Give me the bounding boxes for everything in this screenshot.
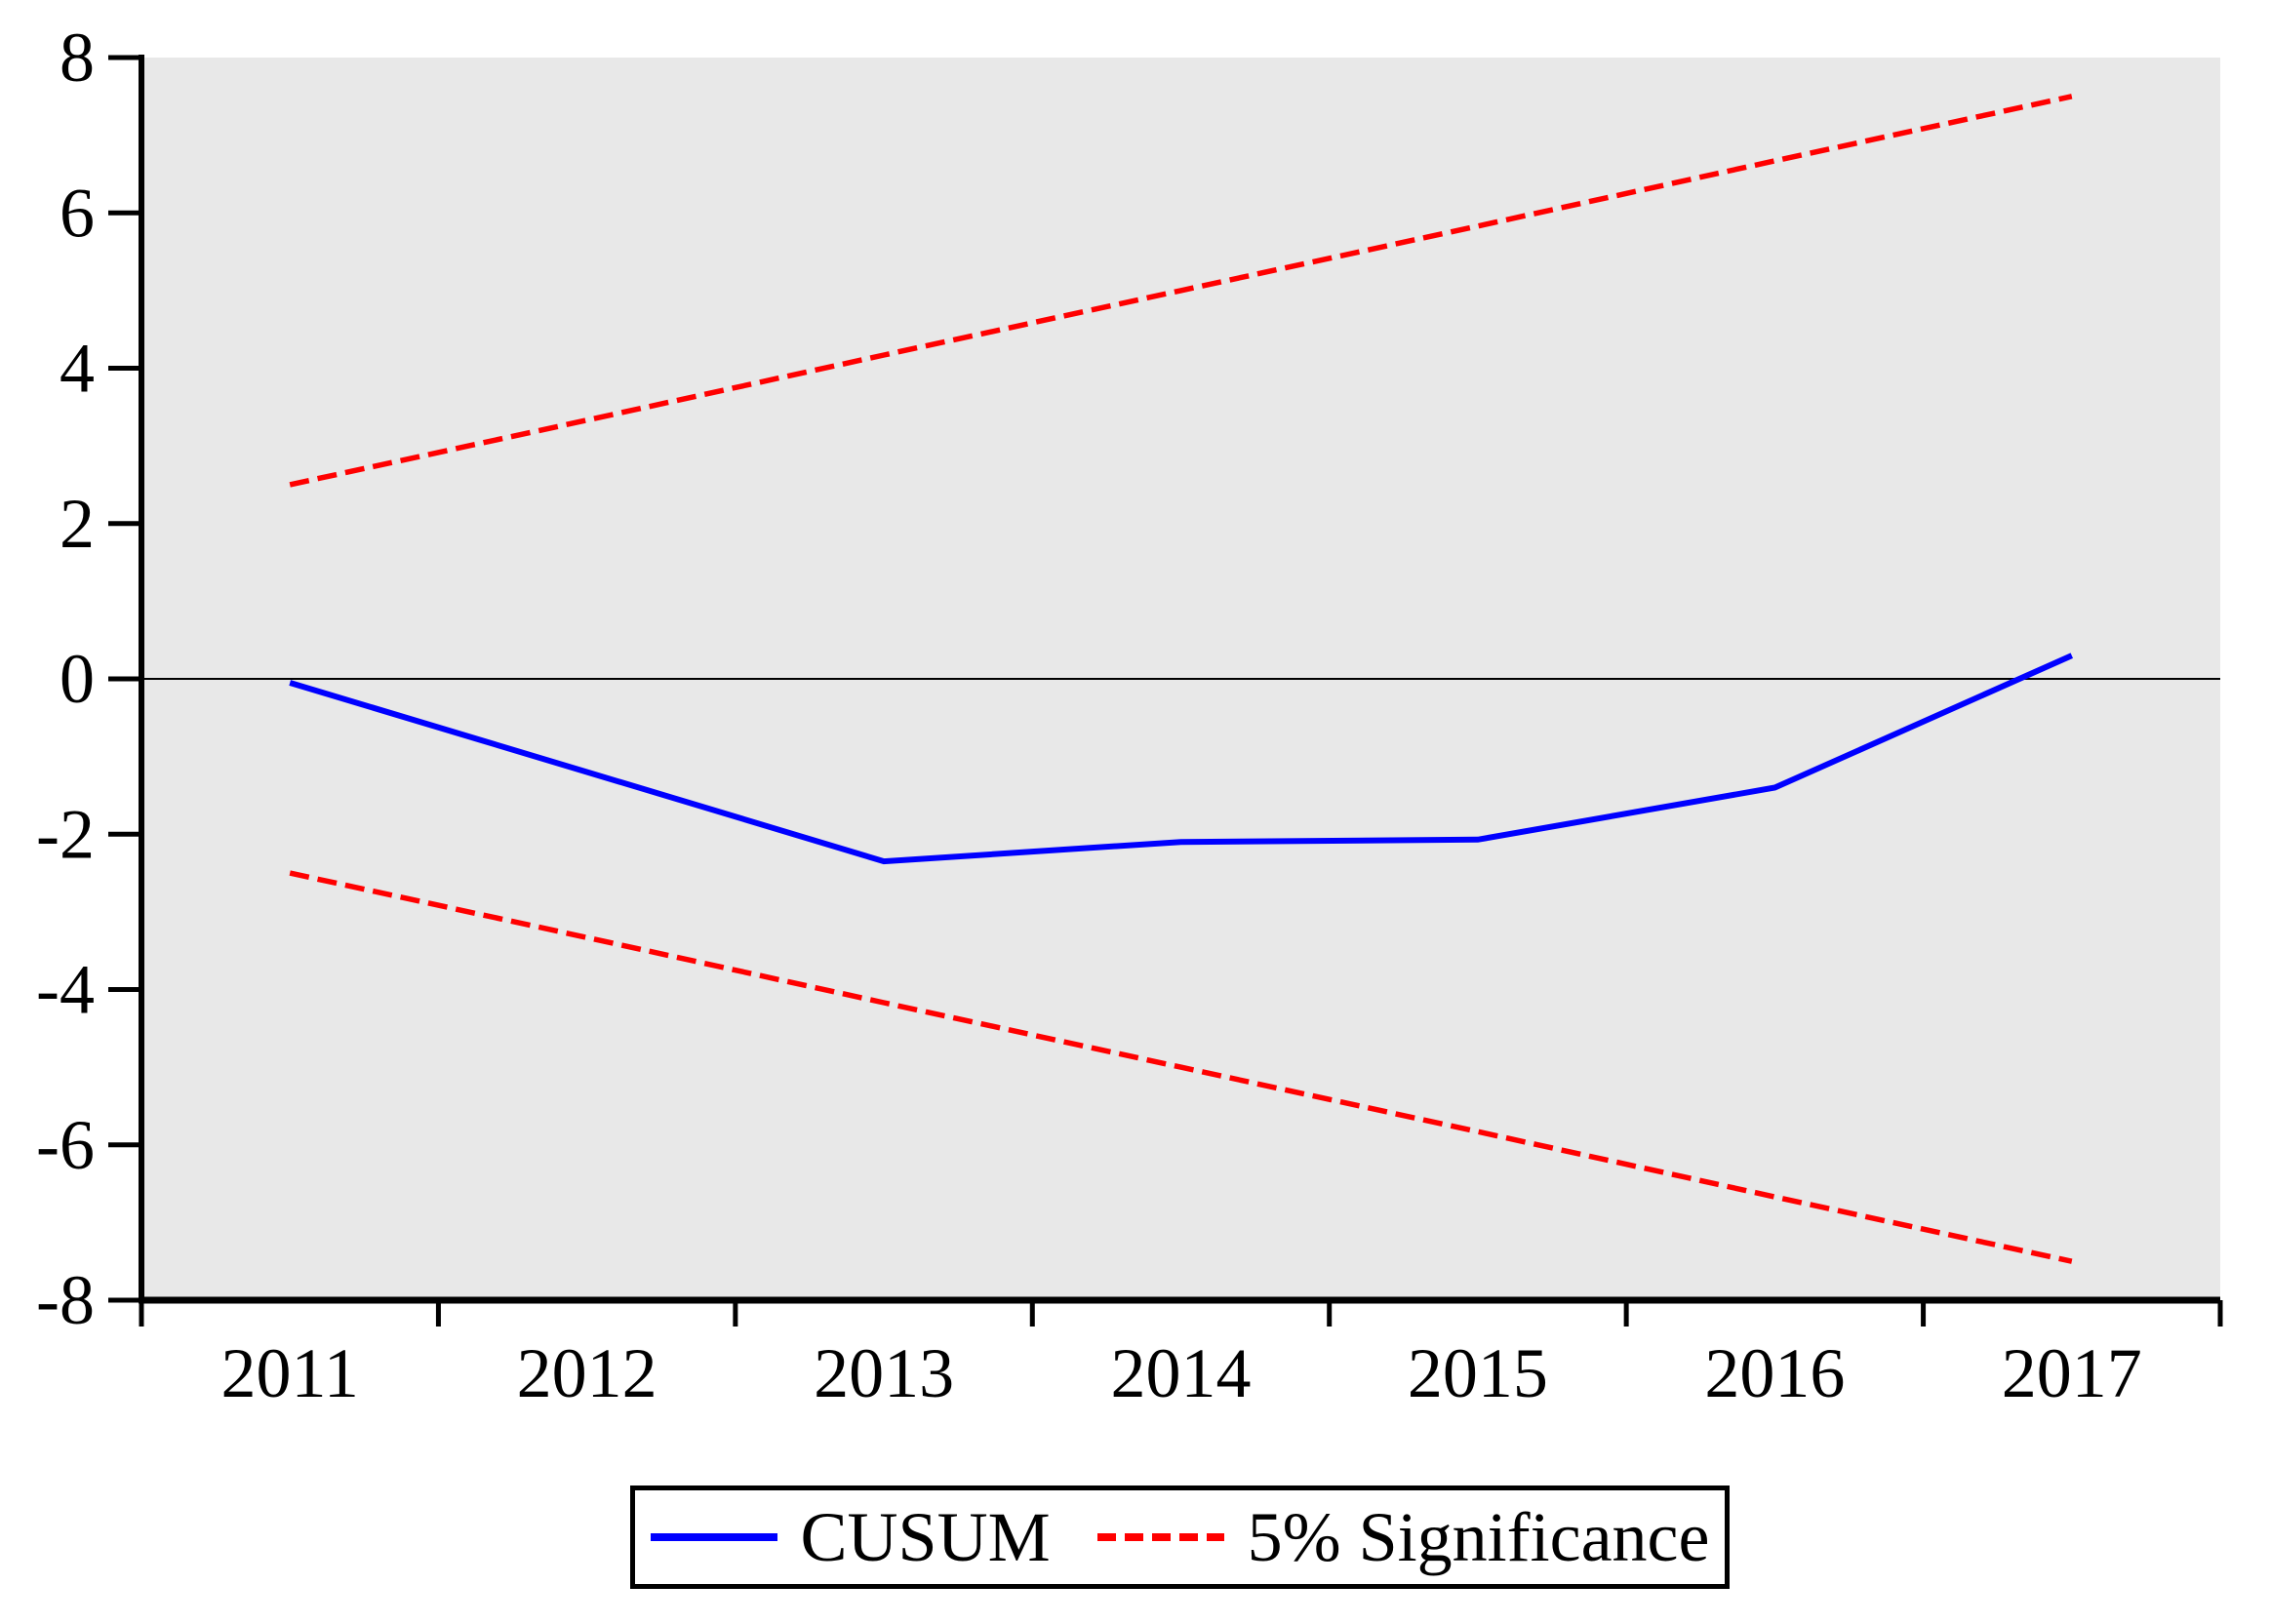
legend-item-significance: 5% Significance <box>1096 1498 1710 1576</box>
series-line-cusum <box>289 653 2074 865</box>
y-axis-tick-label: 4 <box>60 330 95 408</box>
y-axis-tick-label: -8 <box>36 1261 95 1339</box>
legend-item-cusum: CUSUM <box>650 1498 1051 1576</box>
y-axis-tick-label: 6 <box>60 174 95 252</box>
y-axis-tick-label: -2 <box>36 795 95 873</box>
legend: CUSUM 5% Significance <box>630 1485 1730 1589</box>
y-axis-tick-label: -6 <box>36 1106 95 1184</box>
legend-label-significance: 5% Significance <box>1247 1498 1710 1576</box>
x-axis-year-label: 2016 <box>1704 1334 1845 1412</box>
series-line-significance-upper <box>289 94 2073 488</box>
x-axis-year-label: 2011 <box>221 1334 359 1412</box>
significance-dashed-line-sample-icon <box>1096 1533 1224 1541</box>
x-axis-year-label: 2012 <box>517 1334 657 1412</box>
series-line-significance-lower <box>289 870 2073 1264</box>
x-axis-year-label: 2013 <box>814 1334 954 1412</box>
y-axis-tick-label: 8 <box>60 19 95 97</box>
x-axis-year-label: 2014 <box>1111 1334 1252 1412</box>
y-axis-tick-label: 0 <box>60 640 95 718</box>
legend-label-cusum: CUSUM <box>800 1498 1051 1576</box>
cusum-line-sample-icon <box>650 1533 777 1541</box>
x-axis-year-label: 2015 <box>1408 1334 1548 1412</box>
x-axis-year-label: 2017 <box>2002 1334 2142 1412</box>
y-axis-tick-label: -4 <box>36 951 95 1029</box>
y-axis-tick-label: 2 <box>60 485 95 563</box>
